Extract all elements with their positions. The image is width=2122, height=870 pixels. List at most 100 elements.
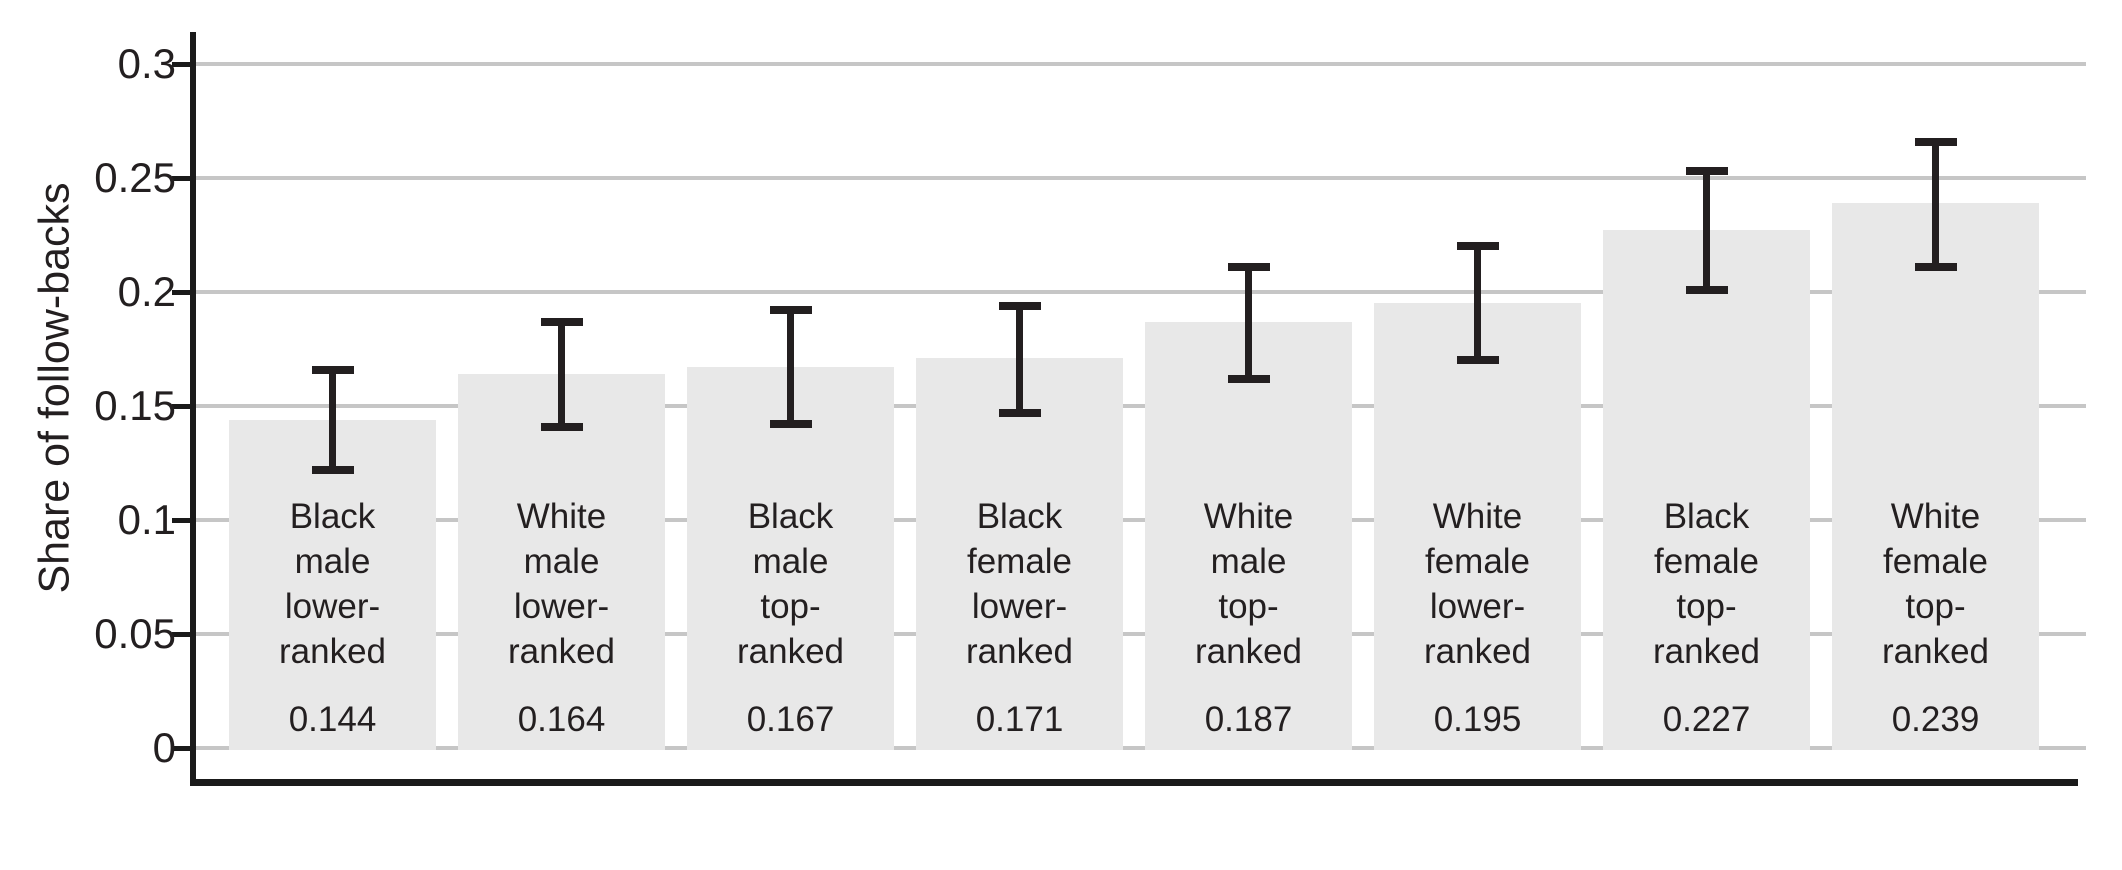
bar-label-line: White — [1432, 497, 1523, 536]
bar-value-label: 0.167 — [746, 700, 835, 739]
bar — [687, 367, 894, 750]
bar-label-line: top- — [1676, 587, 1737, 626]
bar-label-line: male — [523, 542, 600, 581]
error-bar — [1703, 171, 1710, 290]
error-bar — [1245, 267, 1252, 379]
y-tick-label: 0.1 — [117, 496, 176, 543]
gridline — [196, 518, 2086, 522]
error-bar-cap-top — [1686, 167, 1728, 175]
error-bar — [329, 370, 336, 470]
bar-label-line: lower- — [971, 587, 1068, 626]
bar-label-line: Black — [747, 497, 834, 536]
bar-label-line: top- — [760, 587, 821, 626]
y-tick-label: 0 — [152, 724, 176, 771]
gridline — [196, 62, 2086, 66]
y-tick — [172, 404, 192, 409]
error-bar — [787, 310, 794, 424]
bar-label-line: ranked — [1881, 632, 1990, 671]
bar-label-line: ranked — [1194, 632, 1303, 671]
bar — [229, 420, 436, 750]
bar-label: White female lower-ranked — [1374, 494, 1581, 674]
bar — [1832, 203, 2039, 750]
bar-label-line: Black — [1663, 497, 1750, 536]
y-tick — [172, 518, 192, 523]
bar-label-line: lower- — [1429, 587, 1526, 626]
bar-label: Black male lower-ranked — [229, 494, 436, 674]
y-tick-label: 0.2 — [117, 268, 176, 315]
error-bar — [1932, 142, 1939, 267]
error-bar-cap-top — [1228, 263, 1270, 271]
gridline — [196, 290, 2086, 294]
y-tick-label: 0.3 — [117, 40, 176, 87]
bar-label-line: Black — [289, 497, 376, 536]
bar-value-label: 0.239 — [1891, 700, 1980, 739]
error-bar-cap-top — [770, 306, 812, 314]
y-tick — [172, 290, 192, 295]
bar-label-line: female — [1653, 542, 1760, 581]
y-tick — [172, 176, 192, 181]
error-bar — [1474, 246, 1481, 360]
bar-label-line: ranked — [1423, 632, 1532, 671]
y-tick — [172, 746, 192, 751]
bar-label-line: male — [294, 542, 371, 581]
bar-label-line: female — [966, 542, 1073, 581]
error-bar — [558, 322, 565, 427]
bar-label-line: White — [516, 497, 607, 536]
error-bar-cap-bottom — [312, 466, 354, 474]
error-bar-cap-top — [312, 366, 354, 374]
bar-label: White male top-ranked — [1145, 494, 1352, 674]
bar-label-line: male — [752, 542, 829, 581]
error-bar-cap-top — [999, 302, 1041, 310]
bar — [916, 358, 1123, 750]
bar — [1603, 230, 1810, 750]
error-bar-cap-bottom — [770, 420, 812, 428]
bar-label-line: White — [1890, 497, 1981, 536]
error-bar-cap-top — [1457, 242, 1499, 250]
error-bar-cap-bottom — [1686, 286, 1728, 294]
bar-label-line: female — [1882, 542, 1989, 581]
gridline — [196, 632, 2086, 636]
error-bar-cap-bottom — [999, 409, 1041, 417]
bar-label-line: lower- — [513, 587, 610, 626]
bar-label-line: lower- — [284, 587, 381, 626]
error-bar-cap-top — [1915, 138, 1957, 146]
gridline — [196, 176, 2086, 180]
bar-label-line: top- — [1218, 587, 1279, 626]
bar-value-label: 0.144 — [288, 700, 377, 739]
error-bar-cap-bottom — [1457, 356, 1499, 364]
bar-label: Black male top-ranked — [687, 494, 894, 674]
y-tick — [172, 62, 192, 67]
x-axis-line — [190, 779, 2078, 786]
error-bar-cap-bottom — [541, 423, 583, 431]
error-bar — [1016, 306, 1023, 413]
bar-label: Black female top-ranked — [1603, 494, 1810, 674]
bar-label-line: Black — [976, 497, 1063, 536]
bar — [1145, 322, 1352, 750]
gridline — [196, 404, 2086, 408]
bar-label: White female top-ranked — [1832, 494, 2039, 674]
bar — [458, 374, 665, 750]
bar — [1374, 303, 1581, 750]
y-tick-label: 0.15 — [94, 382, 176, 429]
y-axis-line — [190, 32, 196, 786]
bar-label: Black female lower-ranked — [916, 494, 1123, 674]
bar-value-label: 0.171 — [975, 700, 1064, 739]
bar-label-line: ranked — [965, 632, 1074, 671]
y-tick-label: 0.25 — [94, 154, 176, 201]
bar-label-line: ranked — [507, 632, 616, 671]
bar-label-line: White — [1203, 497, 1294, 536]
bar-label-line: ranked — [736, 632, 845, 671]
bar-value-label: 0.187 — [1204, 700, 1293, 739]
error-bar-cap-bottom — [1228, 375, 1270, 383]
bar-value-label: 0.227 — [1662, 700, 1751, 739]
error-bar-cap-bottom — [1915, 263, 1957, 271]
bar-label-line: female — [1424, 542, 1531, 581]
bar-label-line: ranked — [1652, 632, 1761, 671]
bar-label-line: top- — [1905, 587, 1966, 626]
gridline — [196, 746, 2086, 750]
error-bar-cap-top — [541, 318, 583, 326]
bar-value-label: 0.195 — [1433, 700, 1522, 739]
bar-value-label: 0.164 — [517, 700, 606, 739]
y-tick-label: 0.05 — [94, 610, 176, 657]
